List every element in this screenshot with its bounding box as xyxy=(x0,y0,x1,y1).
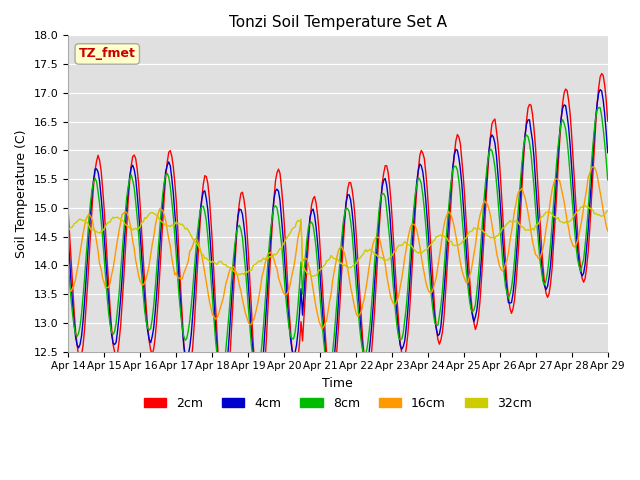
32cm xyxy=(575,207,583,213)
2cm xyxy=(301,288,309,293)
16cm xyxy=(64,284,72,289)
16cm xyxy=(575,232,583,238)
16cm xyxy=(252,309,260,314)
4cm xyxy=(131,167,138,172)
4cm xyxy=(596,87,604,93)
16cm xyxy=(225,270,233,276)
2cm xyxy=(131,152,138,158)
4cm xyxy=(64,233,72,239)
32cm xyxy=(225,264,233,270)
32cm xyxy=(580,202,588,208)
8cm xyxy=(225,313,233,319)
16cm xyxy=(131,245,138,251)
2cm xyxy=(227,346,234,352)
8cm xyxy=(64,256,72,262)
16cm xyxy=(243,315,251,321)
32cm xyxy=(604,208,612,214)
8cm xyxy=(575,263,583,269)
8cm xyxy=(595,105,602,110)
8cm xyxy=(243,286,251,291)
16cm xyxy=(589,164,596,170)
2cm xyxy=(244,251,252,257)
Line: 16cm: 16cm xyxy=(68,167,608,329)
2cm xyxy=(253,396,261,401)
2cm xyxy=(221,407,228,413)
8cm xyxy=(252,371,260,377)
8cm xyxy=(301,252,309,258)
4cm xyxy=(227,316,234,322)
X-axis label: Time: Time xyxy=(323,377,353,390)
4cm xyxy=(575,262,583,267)
Line: 8cm: 8cm xyxy=(68,108,608,374)
32cm xyxy=(243,270,251,276)
32cm xyxy=(131,227,138,232)
16cm xyxy=(300,257,308,263)
8cm xyxy=(604,177,612,183)
Title: Tonzi Soil Temperature Set A: Tonzi Soil Temperature Set A xyxy=(229,15,447,30)
Line: 4cm: 4cm xyxy=(68,90,608,392)
2cm xyxy=(598,71,605,76)
8cm xyxy=(253,372,261,377)
4cm xyxy=(219,389,227,395)
8cm xyxy=(131,184,138,190)
16cm xyxy=(318,326,326,332)
4cm xyxy=(253,387,261,393)
Text: TZ_fmet: TZ_fmet xyxy=(79,48,136,60)
32cm xyxy=(309,274,317,279)
32cm xyxy=(252,261,260,267)
16cm xyxy=(604,228,612,234)
32cm xyxy=(300,265,308,271)
Y-axis label: Soil Temperature (C): Soil Temperature (C) xyxy=(15,129,28,258)
4cm xyxy=(244,282,252,288)
32cm xyxy=(64,228,72,234)
Line: 2cm: 2cm xyxy=(68,73,608,410)
Line: 32cm: 32cm xyxy=(68,205,608,276)
4cm xyxy=(604,150,612,156)
Legend: 2cm, 4cm, 8cm, 16cm, 32cm: 2cm, 4cm, 8cm, 16cm, 32cm xyxy=(139,392,537,415)
2cm xyxy=(575,251,583,257)
4cm xyxy=(301,265,309,271)
2cm xyxy=(64,206,72,212)
2cm xyxy=(604,118,612,124)
